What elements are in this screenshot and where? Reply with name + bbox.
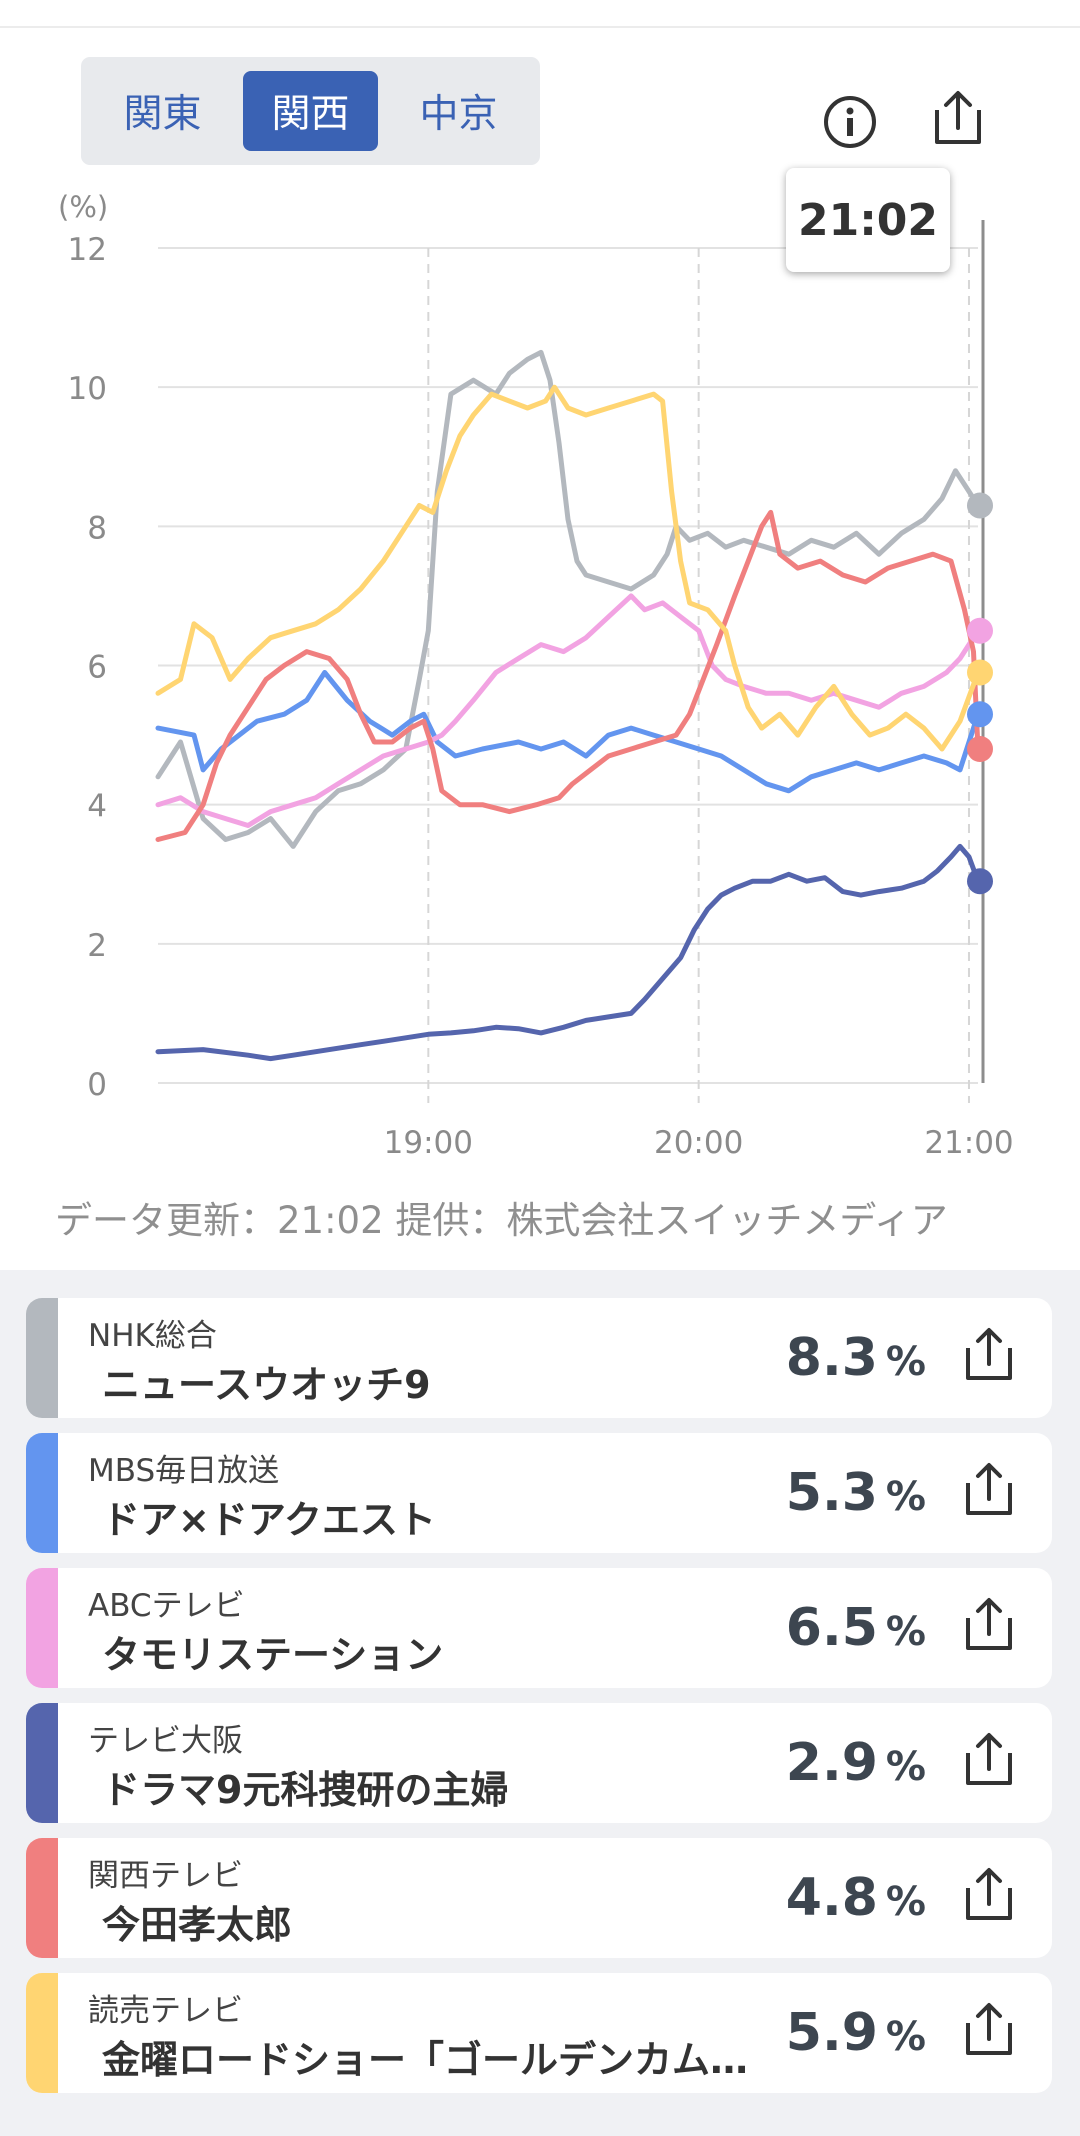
series-line — [155, 670, 981, 794]
x-tick-label: 21:00 — [924, 1125, 1013, 1160]
y-tick-label: 4 — [87, 789, 107, 825]
program-rating: 6.5% — [786, 1598, 926, 1658]
program-title: ニュースウオッチ9 — [102, 1363, 431, 1407]
program-title: ドラマ9元科捜研の主婦 — [102, 1768, 509, 1812]
series-end-dot — [967, 617, 993, 644]
share-icon[interactable] — [960, 1326, 1018, 1384]
rating-value: 5.9 — [785, 2003, 878, 2063]
info-icon[interactable] — [820, 92, 880, 152]
station-name: 関西テレビ — [88, 1858, 243, 1894]
station-color-bar — [26, 1973, 58, 2093]
y-tick-label: 12 — [68, 232, 107, 268]
rating-value: 5.3 — [785, 1463, 878, 1523]
rating-unit: % — [885, 2014, 926, 2060]
share-icon[interactable] — [960, 2001, 1018, 2059]
share-icon[interactable] — [960, 1866, 1018, 1924]
station-color-bar — [26, 1568, 58, 1688]
station-name: MBS毎日放送 — [88, 1453, 280, 1489]
program-rating: 4.8% — [786, 1868, 926, 1928]
y-tick-label: 8 — [87, 510, 107, 546]
rating-unit: % — [885, 1744, 926, 1790]
series-line — [155, 509, 981, 842]
series-end-dot — [967, 868, 993, 895]
rating-unit: % — [885, 1609, 926, 1655]
y-tick-label: 0 — [87, 1067, 107, 1103]
series-end-dot — [967, 701, 993, 728]
share-icon[interactable] — [960, 1596, 1018, 1654]
series-line — [155, 349, 981, 849]
series-line — [155, 843, 981, 1062]
time-tooltip: 21:02 — [786, 168, 950, 272]
share-icon[interactable] — [927, 88, 989, 150]
series-end-dot — [967, 736, 993, 762]
y-axis-label: (%) — [58, 190, 108, 224]
share-icon[interactable] — [960, 1731, 1018, 1789]
station-name: テレビ大阪 — [88, 1723, 243, 1759]
rating-chart[interactable]: 0 2 4 6 8 10 12 (%) 19:00 20:00 21:00 — [0, 180, 1080, 1160]
series-line — [155, 384, 981, 752]
station-name: ABCテレビ — [88, 1588, 245, 1624]
program-card[interactable]: ABCテレビタモリステーション 6.5% — [26, 1568, 1052, 1688]
station-color-bar — [26, 1298, 58, 1418]
station-color-bar — [26, 1433, 58, 1553]
rating-unit: % — [885, 1879, 926, 1925]
rating-value: 4.8 — [785, 1868, 878, 1928]
station-color-bar — [26, 1838, 58, 1958]
tab-kansai[interactable]: 関西 — [243, 71, 378, 151]
program-title: タモリステーション — [102, 1633, 444, 1677]
y-tick-label: 10 — [68, 371, 107, 407]
program-card[interactable]: 読売テレビ金曜ロードショー「ゴールデンカム… 5.9% — [26, 1973, 1052, 2093]
program-rating: 2.9% — [786, 1733, 926, 1793]
y-tick-label: 6 — [87, 650, 107, 686]
tab-chukyo[interactable]: 中京 — [419, 92, 498, 137]
rating-value: 6.5 — [785, 1598, 878, 1658]
program-card[interactable]: 関西テレビ今田孝太郎 4.8% — [26, 1838, 1052, 1958]
rating-value: 8.3 — [785, 1328, 878, 1388]
station-name: 読売テレビ — [88, 1993, 243, 2029]
series-end-dot — [967, 659, 993, 686]
share-icon[interactable] — [960, 1461, 1018, 1519]
program-rating: 8.3% — [786, 1328, 926, 1388]
x-tick-label: 19:00 — [384, 1125, 473, 1160]
program-title: 今田孝太郎 — [102, 1903, 293, 1947]
program-card[interactable]: テレビ大阪ドラマ9元科捜研の主婦 2.9% — [26, 1703, 1052, 1823]
program-rating: 5.9% — [786, 2003, 926, 2063]
program-card[interactable]: NHK総合ニュースウオッチ9 8.3% — [26, 1298, 1052, 1418]
station-color-bar — [26, 1703, 58, 1823]
tab-kanto[interactable]: 関東 — [123, 92, 202, 137]
station-name: NHK総合 — [88, 1318, 217, 1354]
program-card[interactable]: MBS毎日放送ドア×ドアクエスト 5.3% — [26, 1433, 1052, 1553]
x-tick-label: 20:00 — [654, 1125, 743, 1160]
rating-unit: % — [885, 1474, 926, 1520]
program-title: 金曜ロードショー「ゴールデンカム… — [102, 2038, 749, 2082]
program-rating: 5.3% — [786, 1463, 926, 1523]
rating-value: 2.9 — [785, 1733, 878, 1793]
top-divider — [0, 0, 1080, 28]
rating-unit: % — [885, 1339, 926, 1385]
series-end-dot — [967, 492, 993, 519]
source-text: データ更新：21:02 提供：株式会社スイッチメディア — [55, 1199, 948, 1242]
y-tick-label: 2 — [87, 928, 107, 964]
program-title: ドア×ドアクエスト — [102, 1498, 436, 1542]
region-tabs: 関東 関西 中京 — [81, 57, 540, 165]
